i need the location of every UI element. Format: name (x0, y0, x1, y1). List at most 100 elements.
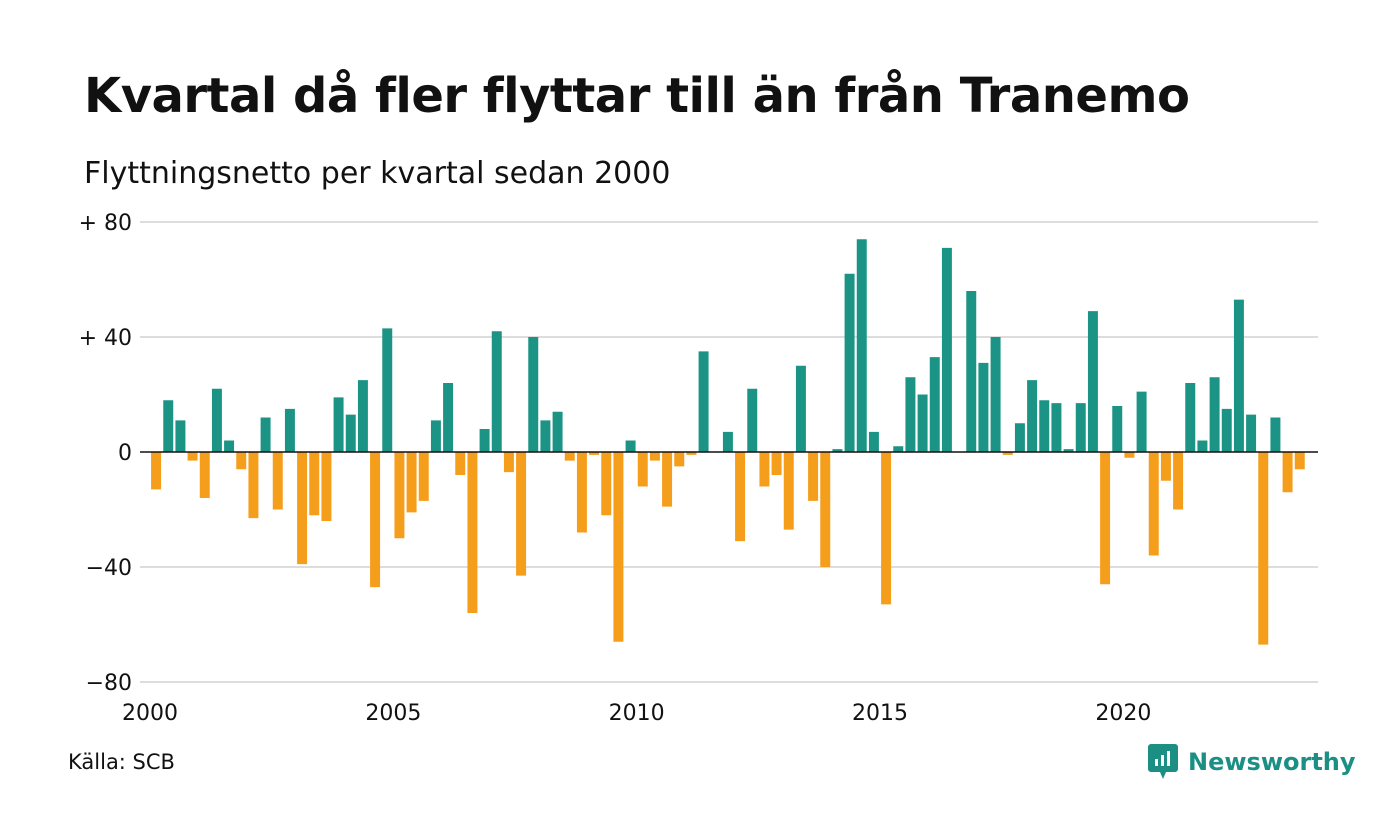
bar (503, 452, 514, 473)
bar (564, 452, 575, 461)
bar (625, 440, 636, 452)
bar (467, 452, 478, 613)
bar (1209, 377, 1220, 452)
bar (783, 452, 794, 530)
bar (1221, 408, 1232, 453)
bar (1160, 452, 1171, 481)
bar (1039, 400, 1050, 452)
x-tick-label: 2015 (852, 701, 908, 726)
bar (151, 452, 162, 490)
bar (601, 452, 612, 516)
bar (893, 446, 904, 452)
bar (236, 452, 247, 470)
x-tick-label: 2000 (122, 701, 178, 726)
bar (1246, 414, 1257, 453)
y-tick-label: + 80 (79, 211, 132, 236)
y-tick-label: + 40 (79, 326, 132, 351)
y-tick-label: 0 (118, 441, 132, 466)
brand-logo: Newsworthy (1148, 744, 1356, 780)
y-tick-label: −40 (86, 556, 132, 581)
bar (1112, 406, 1123, 452)
bar (491, 331, 502, 452)
bar (516, 452, 527, 576)
bar (941, 247, 952, 453)
bar (211, 388, 222, 452)
bar (868, 431, 879, 453)
bar (576, 452, 587, 533)
bar (698, 351, 709, 453)
bar (272, 452, 283, 510)
gridlines (140, 221, 1318, 683)
x-tick-label: 2005 (365, 701, 421, 726)
bar (1027, 380, 1038, 453)
bar (540, 420, 551, 453)
bar (1282, 452, 1293, 493)
bar (832, 449, 843, 453)
y-tick-label: −80 (86, 671, 132, 696)
bar (1148, 452, 1159, 556)
newsworthy-logo-icon (1148, 744, 1178, 779)
bar (990, 337, 1001, 452)
bar (175, 420, 186, 453)
bar (637, 452, 648, 487)
bar (1014, 423, 1025, 452)
bar (1197, 440, 1208, 452)
bar (1051, 403, 1062, 453)
bar (345, 414, 356, 453)
y-axis-ticks: + 80 + 40 0 −40 −80 (79, 211, 132, 696)
bar (418, 452, 429, 501)
brand-name: Newsworthy (1188, 748, 1356, 776)
bar (528, 337, 539, 452)
bar (881, 452, 892, 605)
bar (917, 394, 928, 452)
bar (844, 273, 855, 452)
bar (662, 452, 673, 507)
bar (674, 452, 685, 467)
bar (771, 452, 782, 475)
bar (1063, 449, 1074, 453)
bar (394, 452, 405, 539)
bar (357, 380, 368, 453)
bar (795, 365, 806, 452)
bar (856, 239, 867, 452)
bar (735, 452, 746, 542)
bar (649, 452, 660, 461)
x-tick-label: 2020 (1095, 701, 1151, 726)
bar (759, 452, 770, 487)
chart-subtitle: Flyttningsnetto per kvartal sedan 2000 (84, 156, 671, 191)
bar (613, 452, 624, 642)
bar-chart: + 80 + 40 0 −40 −80 2000 2005 2010 2015 2020 (79, 211, 1318, 726)
bar (455, 452, 466, 475)
bar (1100, 452, 1111, 585)
bar (163, 400, 174, 452)
bar (199, 452, 210, 498)
bar (284, 408, 295, 453)
bar (1294, 452, 1305, 470)
bar (370, 452, 381, 588)
bar (1258, 452, 1269, 645)
bar (1173, 452, 1184, 510)
bar (248, 452, 259, 519)
bar (187, 452, 198, 461)
bar (1136, 391, 1147, 453)
bar (1124, 452, 1135, 458)
bar (747, 388, 758, 452)
bar (1185, 383, 1196, 452)
bar (1233, 299, 1244, 453)
bar (382, 328, 393, 453)
bar (260, 417, 271, 452)
bar (589, 452, 600, 455)
bar (224, 440, 235, 452)
bar (430, 420, 441, 453)
chart-title: Kvartal då fler flyttar till än från Tra… (84, 68, 1190, 124)
bar (443, 383, 454, 452)
bar (966, 291, 977, 452)
bars (151, 239, 1305, 645)
bar (321, 452, 332, 521)
bar (905, 377, 916, 452)
bar (929, 357, 940, 453)
bar (1002, 452, 1013, 455)
bar (297, 452, 308, 565)
bar (808, 452, 819, 501)
bar (1270, 417, 1281, 452)
